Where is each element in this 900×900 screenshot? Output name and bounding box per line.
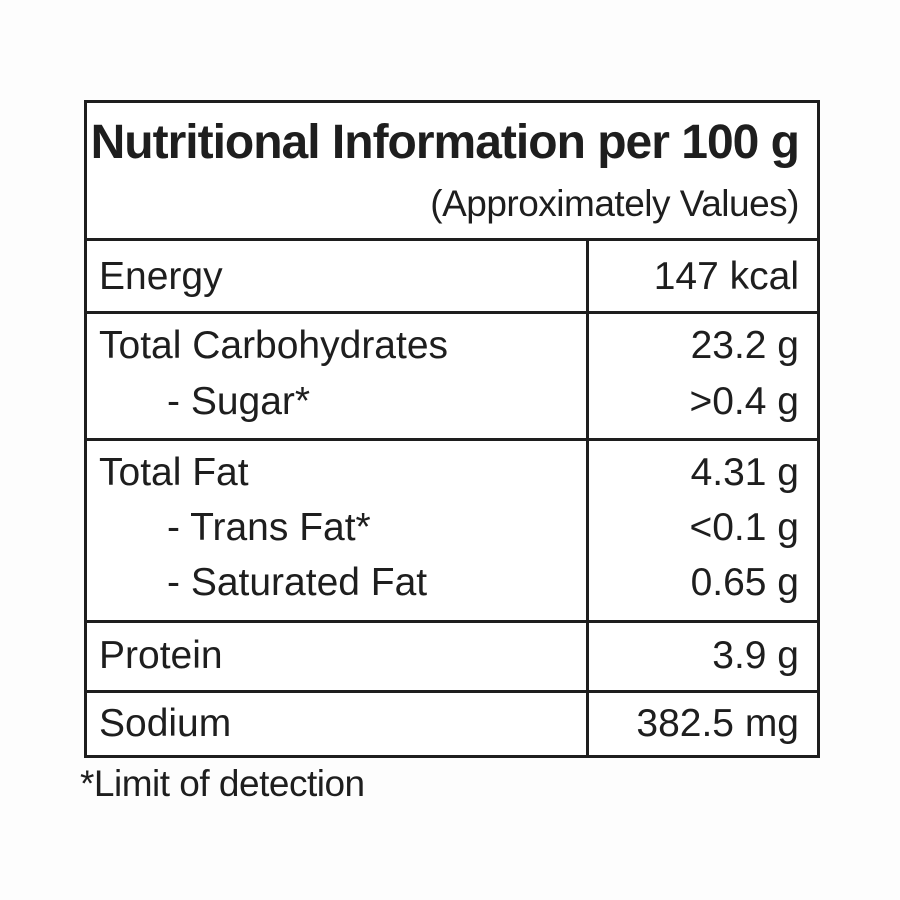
nutrient-value: 147 kcal (653, 255, 799, 298)
nutrition-table: Nutritional Information per 100 g (Appro… (84, 100, 820, 758)
row-group-energy: Energy 147 kcal (87, 241, 817, 314)
nutrient-name: - Saturated Fat (167, 561, 428, 604)
table-row: Total Fat 4.31 g (87, 445, 817, 501)
table-header: Nutritional Information per 100 g (Appro… (87, 103, 817, 241)
nutrient-name: - Sugar* (167, 380, 311, 423)
nutrient-value: 4.31 g (690, 451, 799, 494)
nutrient-value: 0.65 g (690, 561, 799, 604)
row-group-protein: Protein 3.9 g (87, 623, 817, 693)
row-group-carbohydrates: Total Carbohydrates 23.2 g - Sugar* >0.4… (87, 314, 817, 441)
nutrient-value: 3.9 g (712, 634, 799, 677)
table-subtitle: (Approximately Values) (430, 183, 799, 224)
table-row: Total Carbohydrates 23.2 g (87, 318, 817, 374)
table-title: Nutritional Information per 100 g (90, 116, 800, 169)
table-row: Sodium 382.5 mg (87, 696, 817, 752)
nutrient-name: Total Fat (99, 451, 249, 494)
table-row: - Trans Fat* <0.1 g (87, 500, 817, 556)
column-divider (586, 241, 589, 755)
row-group-fat: Total Fat 4.31 g - Trans Fat* <0.1 g - S… (87, 441, 817, 623)
table-row: - Sugar* >0.4 g (87, 374, 817, 430)
nutrient-name: Protein (99, 634, 223, 677)
nutrient-name: Total Carbohydrates (99, 324, 449, 367)
nutrient-value: 23.2 g (690, 324, 799, 367)
table-row: - Saturated Fat 0.65 g (87, 555, 817, 611)
footnote: *Limit of detection (80, 763, 365, 804)
nutrient-name: - Trans Fat* (167, 506, 371, 549)
nutrient-name: Energy (99, 255, 223, 298)
nutrient-value: 382.5 mg (636, 702, 799, 745)
table-row: Energy 147 kcal (87, 249, 817, 305)
row-group-sodium: Sodium 382.5 mg (87, 693, 817, 755)
table-row: Protein 3.9 g (87, 628, 817, 684)
nutrient-value: <0.1 g (689, 506, 799, 549)
nutrient-value: >0.4 g (689, 380, 799, 423)
nutrient-name: Sodium (99, 702, 232, 745)
